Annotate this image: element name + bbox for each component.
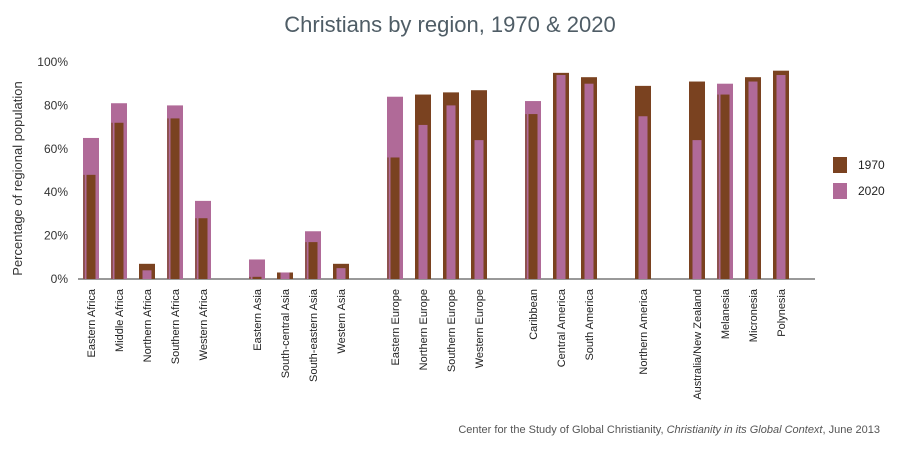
bar-2020: [692, 140, 702, 279]
bar-2020: [748, 81, 758, 279]
bar-group-south-eastern-asia: [305, 231, 321, 279]
y-axis-label: Percentage of regional population: [10, 81, 25, 275]
x-tick-label: Melanesia: [720, 288, 732, 339]
bar-group-southern-africa: [167, 105, 183, 280]
bar-1970-edge-left: [525, 114, 527, 279]
bar-1970: [528, 114, 538, 279]
bar-1970: [86, 174, 96, 279]
bar-group-micronesia: [745, 77, 761, 279]
bar-1970: [170, 118, 180, 279]
bar-group-western-asia: [333, 263, 349, 279]
legend: 1970 2020: [833, 157, 885, 199]
bar-group-central-america: [553, 72, 569, 280]
source-note: Center for the Study of Global Christian…: [458, 424, 880, 436]
x-tick-label: South America: [584, 288, 596, 360]
y-axis: 0% 20% 40% 60% 80% 100% Percentage of regional…: [10, 55, 815, 286]
x-tick-label: Southern Europe: [446, 289, 458, 372]
x-tick-label: Micronesia: [748, 288, 760, 342]
x-tick-label: Western Africa: [198, 288, 210, 360]
legend-swatch-1970: [833, 157, 847, 173]
bar-2020: [584, 83, 594, 279]
bar-group-south-america: [581, 77, 597, 279]
bar-group-western-africa: [195, 200, 211, 279]
x-tick-label: Northern Africa: [142, 288, 154, 362]
bar-2020: [638, 116, 648, 279]
bar-group-melanesia: [717, 83, 733, 279]
bar-1970: [198, 218, 208, 279]
bar-1970-edge-left: [387, 157, 389, 279]
bar-1970-edge-left: [167, 118, 169, 279]
bar-group-western-europe: [471, 90, 487, 280]
x-tick-label: Northern America: [638, 288, 650, 374]
bar-group-eastern-asia: [249, 259, 265, 279]
bar-2020: [418, 124, 428, 280]
x-tick-label: Central America: [556, 288, 568, 367]
bar-2020: [446, 105, 456, 280]
bar-group-northern-america: [635, 85, 651, 280]
bar-1970: [390, 157, 400, 279]
x-tick-label: Northern Europe: [418, 289, 430, 370]
x-tick-label: Australia/New Zealand: [692, 289, 704, 400]
x-tick-label: South-eastern Asia: [308, 288, 320, 382]
bar-1970: [114, 122, 124, 279]
y-tick-label: 60%: [44, 142, 68, 156]
bar-2020: [142, 270, 152, 279]
x-tick-label: South-central Asia: [280, 288, 292, 378]
x-tick-label: Western Europe: [474, 289, 486, 368]
bar-2020: [556, 75, 566, 280]
source-suffix: , June 2013: [822, 424, 881, 436]
bar-1970: [252, 276, 262, 279]
bar-group-caribbean: [525, 101, 541, 279]
bar-2020: [249, 259, 265, 279]
y-tick-label: 100%: [37, 55, 68, 69]
bar-group-northern-europe: [415, 94, 431, 280]
bar-group-middle-africa: [111, 103, 127, 279]
x-tick-label: Western Asia: [336, 288, 348, 353]
bar-1970: [720, 94, 730, 279]
bar-1970-edge-left: [195, 218, 197, 279]
bar-2020: [280, 272, 290, 279]
x-tick-label: Southern Africa: [170, 288, 182, 364]
y-tick-label: 20%: [44, 229, 68, 243]
legend-label-2020: 2020: [858, 184, 885, 198]
bar-1970-edge-left: [111, 122, 113, 279]
bar-1970-edge-left: [249, 276, 251, 279]
bar-2020: [336, 268, 346, 279]
bar-group-polynesia: [773, 70, 789, 280]
x-tick-label: Eastern Africa: [86, 288, 98, 357]
y-tick-label: 40%: [44, 185, 68, 199]
x-tick-label: Polynesia: [776, 288, 788, 337]
x-tick-label: Eastern Asia: [252, 288, 264, 351]
bar-group-northern-africa: [139, 263, 155, 279]
bar-1970: [308, 242, 318, 279]
bar-group-eastern-africa: [83, 137, 99, 279]
x-tick-label: Middle Africa: [114, 288, 126, 352]
bar-2020: [474, 140, 484, 279]
bar-1970-edge-left: [83, 174, 85, 279]
bars: [83, 70, 789, 280]
y-tick-label: 0%: [51, 272, 69, 286]
bar-group-southern-europe: [443, 92, 459, 280]
bar-1970-edge-left: [717, 94, 719, 279]
bar-1970-edge-left: [305, 242, 307, 279]
legend-label-1970: 1970: [858, 158, 885, 172]
source-prefix: Center for the Study of Global Christian…: [458, 424, 667, 436]
x-axis: Eastern Africa Middle Africa Northern Afri…: [86, 288, 788, 400]
bar-2020: [776, 75, 786, 280]
bar-group-eastern-europe: [387, 96, 403, 279]
bar-group-australia-new-zealand: [689, 81, 705, 279]
x-tick-label: Eastern Europe: [390, 289, 402, 365]
chart-title: Christians by region, 1970 & 2020: [284, 12, 616, 37]
bar-group-south-central-asia: [277, 272, 293, 279]
x-tick-label: Caribbean: [528, 289, 540, 340]
y-tick-label: 80%: [44, 98, 68, 112]
source-italic: Christianity in its Global Context: [666, 424, 823, 436]
legend-swatch-2020: [833, 183, 847, 199]
